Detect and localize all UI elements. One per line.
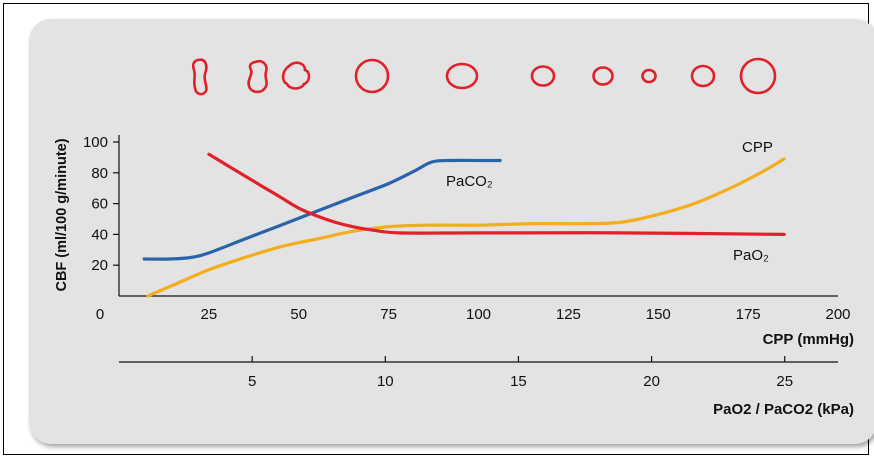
secondary-x-tick-label: 15	[510, 373, 527, 390]
x-tick-label: 150	[646, 306, 671, 323]
secondary-x-tick-label: 25	[776, 373, 793, 390]
vessel-shape-7	[594, 68, 613, 85]
series-label-pao2: PaO₂	[733, 247, 769, 264]
x-tick-label: 50	[290, 306, 307, 323]
secondary-x-tick-label: 10	[377, 373, 394, 390]
x-tick-label: 100	[466, 306, 491, 323]
y-tick-label: 40	[91, 226, 108, 243]
x-tick-label: 25	[201, 306, 218, 323]
y-tick-label: 60	[91, 196, 108, 213]
vessel-shape-6	[532, 67, 554, 86]
vessel-shape-3	[283, 63, 309, 89]
vessel-shape-4	[356, 60, 388, 92]
vessel-shape-8	[643, 70, 656, 82]
x-tick-label: 200	[825, 306, 850, 323]
vessel-shape-5	[447, 64, 477, 88]
x-axis-label: CPP (mmHg)	[763, 331, 854, 348]
secondary-x-tick-label: 20	[643, 373, 660, 390]
series-line-pao2	[209, 154, 784, 234]
y-tick-label: 100	[83, 134, 108, 151]
secondary-x-axis-label: PaO2 / PaCO2 (kPa)	[713, 401, 854, 418]
series-label-cpp: CPP	[742, 139, 773, 156]
x-tick-label: 0	[96, 306, 104, 323]
vessel-shape-9	[692, 66, 714, 86]
y-tick-label: 80	[91, 165, 108, 182]
x-tick-label: 125	[556, 306, 581, 323]
x-tick-label: 75	[380, 306, 397, 323]
vessel-shape-2	[249, 61, 267, 92]
x-tick-label: 175	[736, 306, 761, 323]
y-axis-label: CBF (ml/100 g/minute)	[54, 138, 70, 291]
vessel-shape-1	[193, 60, 206, 94]
secondary-x-tick-label: 5	[248, 373, 256, 390]
vessel-shape-10	[741, 59, 775, 93]
y-tick-label: 20	[91, 257, 108, 274]
series-label-paco2: PaCO₂	[446, 173, 493, 190]
vessel-diagrams	[193, 59, 775, 94]
